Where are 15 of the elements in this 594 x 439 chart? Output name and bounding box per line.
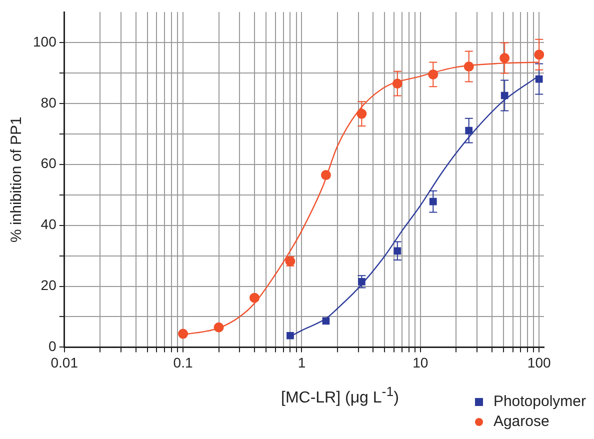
y-tick-label: 100: [33, 33, 57, 50]
legend-label: Agarose: [493, 412, 550, 432]
y-tick-label: 0: [48, 338, 57, 354]
y-tick-label: 80: [40, 94, 57, 110]
x-tick-label: 1: [298, 354, 306, 370]
x-tick-label: 10: [412, 354, 428, 370]
y-tick-label: 60: [40, 155, 57, 172]
y-tick-label: 40: [40, 216, 57, 232]
x-tick-label: 100: [527, 354, 551, 370]
y-axis-title: % inhibition of PP1: [8, 116, 26, 243]
x-axis-title: [MC-LR] (μg L$^{-1}$): [281, 384, 399, 406]
legend-label: Photopolymer: [493, 392, 586, 412]
x-tick-label: 0.1: [173, 354, 193, 370]
y-tick-label: 20: [40, 277, 57, 294]
x-tick-label: 0.01: [50, 354, 78, 370]
